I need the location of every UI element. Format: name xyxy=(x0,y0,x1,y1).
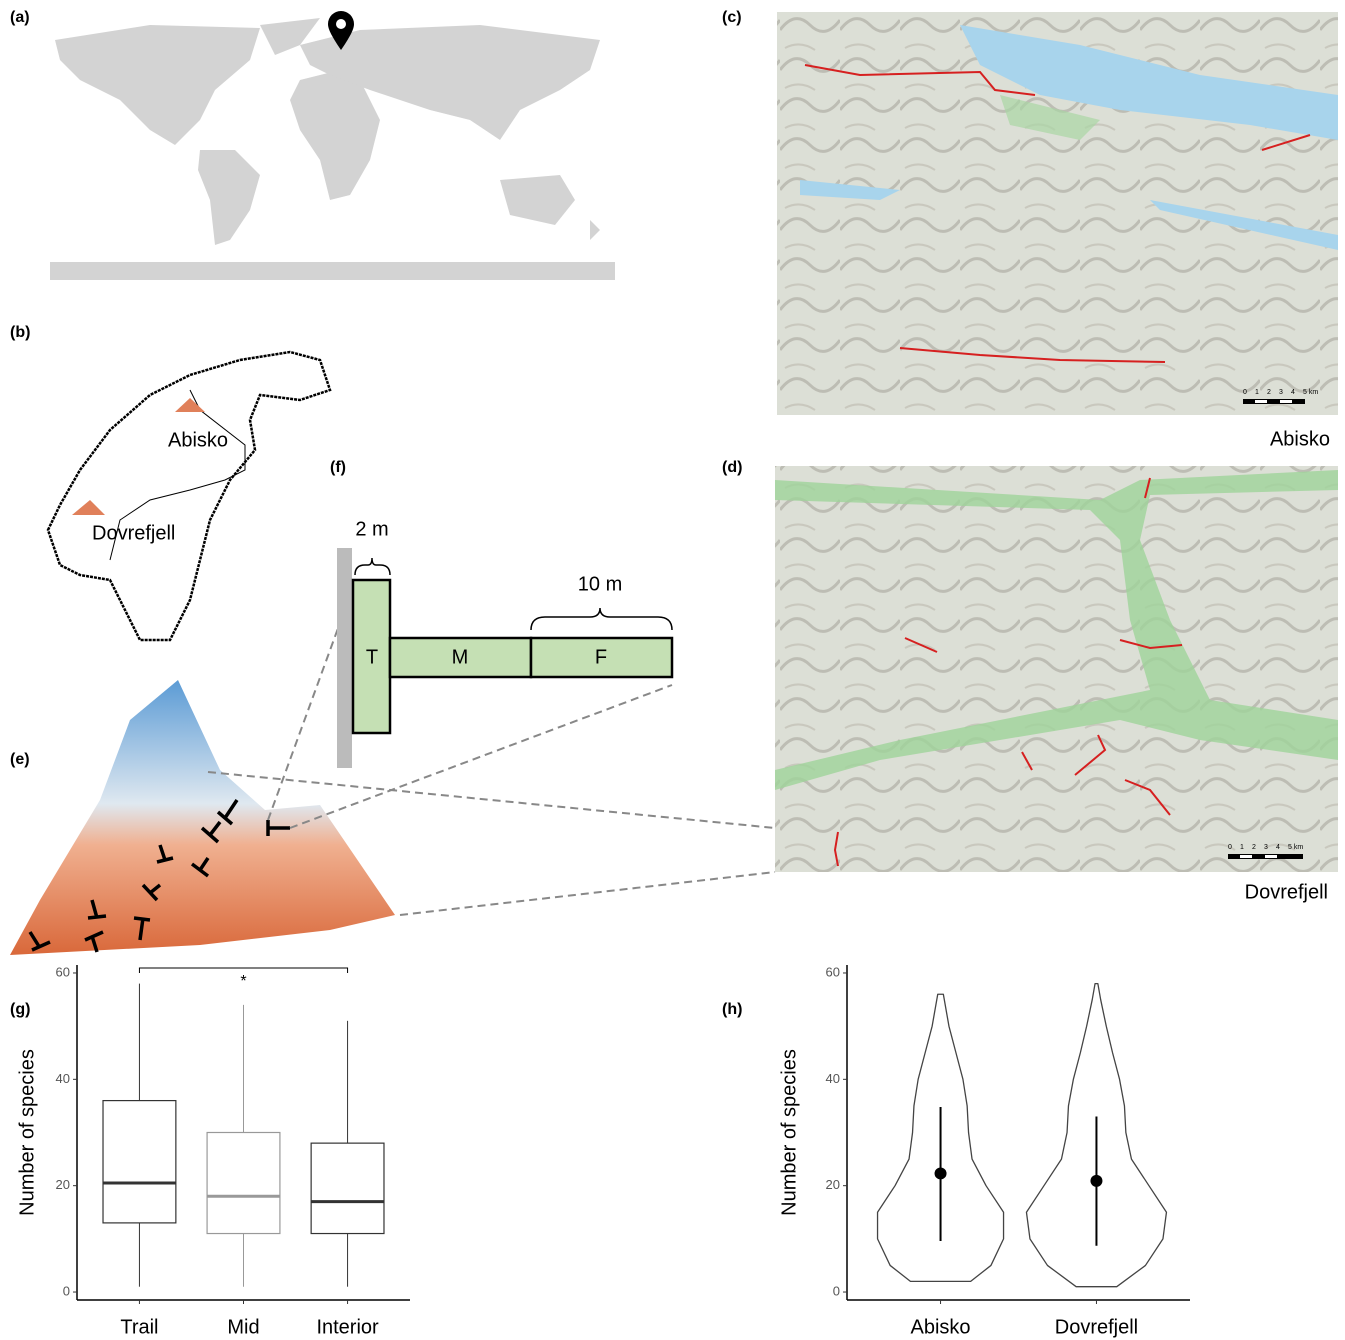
mean-point xyxy=(1090,1174,1103,1187)
x-tick-label: Trail xyxy=(120,1316,158,1338)
map-label: Abisko xyxy=(168,429,228,451)
mean-point xyxy=(934,1167,947,1180)
scale-label: 4 xyxy=(1291,389,1295,396)
scale-label: 5 km xyxy=(1303,389,1318,396)
scale-label: 1 xyxy=(1255,389,1259,396)
y-tick-label: 40 xyxy=(826,1071,840,1086)
scale-label: 2 xyxy=(1267,389,1271,396)
scale-label: 2 xyxy=(1252,844,1256,851)
y-tick-label: 20 xyxy=(56,1177,70,1192)
map-label: Dovrefjell xyxy=(92,522,175,544)
y-tick-label: 60 xyxy=(56,964,70,979)
scale-label: 3 xyxy=(1279,389,1283,396)
panel-label: (c) xyxy=(722,9,742,26)
scale-label: 0 xyxy=(1243,389,1247,396)
scale-label: 1 xyxy=(1240,844,1244,851)
y-tick-label: 0 xyxy=(63,1283,70,1298)
panel-label: (e) xyxy=(10,751,30,768)
x-tick-label: Mid xyxy=(227,1316,259,1338)
location-pin xyxy=(328,11,354,50)
violin xyxy=(1025,982,1168,1288)
y-tick-label: 40 xyxy=(56,1071,70,1086)
x-tick-label: Interior xyxy=(316,1316,379,1338)
location-pin-hole xyxy=(336,19,346,29)
zone-label: F xyxy=(595,646,607,668)
mountain-diagram xyxy=(10,680,395,955)
x-tick-label: Abisko xyxy=(911,1316,971,1338)
panel-label: (h) xyxy=(722,1001,742,1018)
box xyxy=(206,1131,281,1235)
y-axis-label: Number of species xyxy=(778,1049,800,1216)
scale-label: 5 km xyxy=(1288,844,1303,851)
x-tick-label: Dovrefjell xyxy=(1055,1316,1138,1338)
region-marker xyxy=(175,398,205,412)
scale-label: 3 xyxy=(1264,844,1268,851)
connector-lines xyxy=(207,589,776,916)
box xyxy=(310,1142,385,1235)
world-map xyxy=(50,18,615,280)
scale-label: 0 xyxy=(1228,844,1232,851)
box xyxy=(102,1099,177,1224)
dimension-label: 10 m xyxy=(578,573,622,595)
scale-label: 4 xyxy=(1276,844,1280,851)
scandinavia-map xyxy=(46,350,332,642)
abisko-map xyxy=(777,12,1338,415)
panel-label: (a) xyxy=(10,9,30,26)
region-marker xyxy=(72,500,105,515)
dovrefjell-map xyxy=(775,466,1338,872)
significance-label: * xyxy=(240,973,246,990)
y-axis-label: Number of species xyxy=(16,1049,38,1216)
y-tick-label: 20 xyxy=(826,1177,840,1192)
panel-label: (d) xyxy=(722,459,742,476)
panel-label: (b) xyxy=(10,324,30,341)
dimension-label: 2 m xyxy=(355,518,388,540)
panel-label: (g) xyxy=(10,1001,30,1018)
significance-bracket xyxy=(138,967,349,973)
zone-label: T xyxy=(366,646,378,668)
y-tick-label: 60 xyxy=(826,964,840,979)
plot-layout xyxy=(337,548,674,768)
y-tick-label: 0 xyxy=(833,1283,840,1298)
map-caption: Dovrefjell xyxy=(1245,881,1328,903)
panel-label: (f) xyxy=(330,459,346,476)
zone-label: M xyxy=(452,646,469,668)
violin xyxy=(876,993,1005,1283)
map-caption: Abisko xyxy=(1270,428,1330,450)
